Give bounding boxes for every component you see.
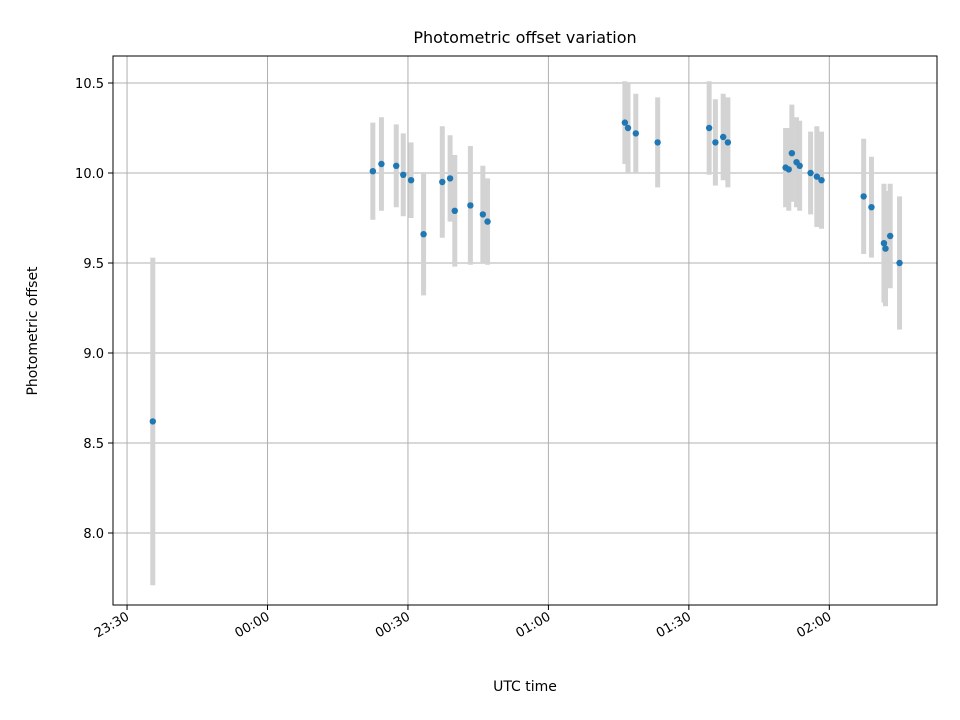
x-axis-label: UTC time — [493, 679, 557, 695]
data-point — [624, 124, 632, 132]
data-point — [712, 139, 719, 146]
y-tick-label: 10.0 — [75, 167, 104, 182]
x-tick-label: 01:00 — [513, 609, 553, 641]
data-point — [632, 130, 640, 137]
error-bars — [150, 81, 903, 586]
data-point — [479, 211, 487, 218]
x-tick-label: 23:30 — [92, 609, 132, 641]
data-point — [882, 245, 889, 252]
data-point — [369, 168, 377, 175]
data-point — [149, 418, 156, 425]
chart-title: Photometric offset variation — [413, 28, 636, 47]
y-axis-label: Photometric offset — [25, 266, 41, 396]
data-point — [484, 218, 491, 225]
data-point — [439, 178, 446, 186]
data-point — [467, 202, 474, 209]
data-point — [654, 139, 661, 146]
data-points — [149, 119, 903, 425]
data-point — [813, 173, 821, 180]
data-point — [719, 133, 727, 141]
data-point — [788, 150, 796, 157]
data-point — [886, 232, 894, 240]
data-point — [818, 177, 825, 184]
data-point — [880, 240, 888, 247]
grid — [113, 56, 937, 605]
data-point — [868, 204, 875, 211]
data-point — [796, 162, 803, 169]
data-point — [420, 231, 427, 238]
x-tick-label: 00:30 — [373, 609, 413, 641]
x-tick-label: 02:00 — [794, 609, 834, 641]
data-point — [705, 124, 713, 132]
data-point — [446, 175, 454, 182]
data-point — [393, 162, 400, 169]
y-tick-label: 10.5 — [75, 77, 104, 92]
y-tick-label: 9.0 — [83, 347, 104, 362]
y-tick-label: 8.0 — [83, 527, 104, 542]
data-point — [378, 160, 385, 168]
x-tick-label: 00:00 — [233, 609, 273, 641]
data-point — [407, 177, 415, 184]
data-point — [400, 171, 407, 178]
data-point — [621, 119, 629, 126]
data-point — [724, 139, 732, 146]
data-point — [896, 259, 903, 267]
y-tick-label: 9.5 — [83, 257, 104, 272]
data-point — [807, 169, 814, 177]
data-point — [451, 207, 458, 214]
data-point — [860, 193, 867, 200]
x-tick-label: 01:30 — [654, 609, 694, 641]
data-point — [785, 166, 792, 173]
y-tick-label: 8.5 — [83, 437, 104, 452]
plot-frame — [112, 55, 938, 606]
